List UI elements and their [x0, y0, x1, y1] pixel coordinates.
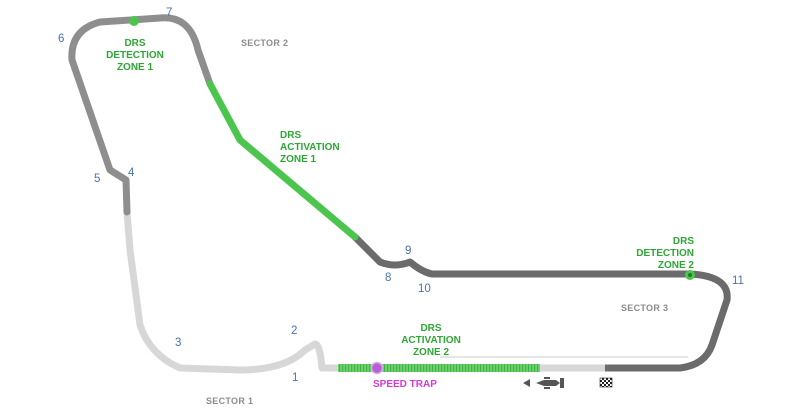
turn-label-1: 1 — [292, 372, 298, 384]
turn-label-6: 6 — [58, 33, 64, 45]
drs-activation-zone-2 — [338, 364, 540, 372]
track-sector-2 — [68, 14, 214, 216]
speed-trap-label: SPEED TRAP — [373, 379, 437, 390]
svg-text:DRS: DRS — [420, 323, 441, 334]
svg-text:DRS: DRS — [673, 236, 694, 247]
turn-label-7: 7 — [166, 7, 172, 19]
turn-label-4: 4 — [128, 167, 135, 179]
checkered-flag-icon — [599, 377, 613, 388]
direction-arrow-icon — [523, 379, 530, 387]
drs-activation-zone-2-label: DRS ACTIVATION ZONE 2 — [401, 323, 461, 358]
svg-text:ACTIVATION: ACTIVATION — [280, 142, 340, 153]
turn-label-9: 9 — [405, 245, 411, 257]
drs-detection-point-1 — [129, 16, 139, 26]
turn-label-3: 3 — [175, 337, 181, 349]
turn-label-10: 10 — [418, 283, 431, 295]
svg-text:ACTIVATION: ACTIVATION — [401, 335, 461, 346]
drs-detection-zone-1-label: DRS DETECTION ZONE 1 — [106, 38, 164, 73]
turn-label-2: 2 — [291, 325, 297, 337]
svg-text:ZONE 2: ZONE 2 — [658, 260, 695, 271]
turn-label-5: 5 — [94, 173, 100, 185]
track-sector-3 — [496, 270, 731, 372]
speed-trap-point — [370, 361, 384, 375]
svg-text:ZONE 1: ZONE 1 — [117, 62, 154, 73]
svg-text:DETECTION: DETECTION — [106, 50, 164, 61]
sector-1-label: SECTOR 1 — [206, 396, 253, 406]
track-sector-1 — [123, 208, 609, 374]
drs-activation-zone-1-label: DRS ACTIVATION ZONE 1 — [280, 130, 340, 165]
svg-text:DRS: DRS — [124, 38, 145, 49]
svg-text:ZONE 1: ZONE 1 — [280, 154, 317, 165]
svg-text:DRS: DRS — [280, 130, 301, 141]
car-icon — [536, 377, 564, 389]
sector-2-label: SECTOR 2 — [241, 38, 288, 48]
svg-text:DETECTION: DETECTION — [636, 248, 694, 259]
track-sector-2-end — [351, 233, 504, 278]
drs-activation-zone-1 — [206, 80, 359, 241]
svg-text:ZONE 2: ZONE 2 — [413, 347, 450, 358]
sector-3-label: SECTOR 3 — [621, 303, 668, 313]
drs-detection-zone-2-label: DRS DETECTION ZONE 2 — [636, 236, 694, 271]
turn-label-8: 8 — [385, 272, 391, 284]
turn-label-11: 11 — [732, 275, 744, 287]
